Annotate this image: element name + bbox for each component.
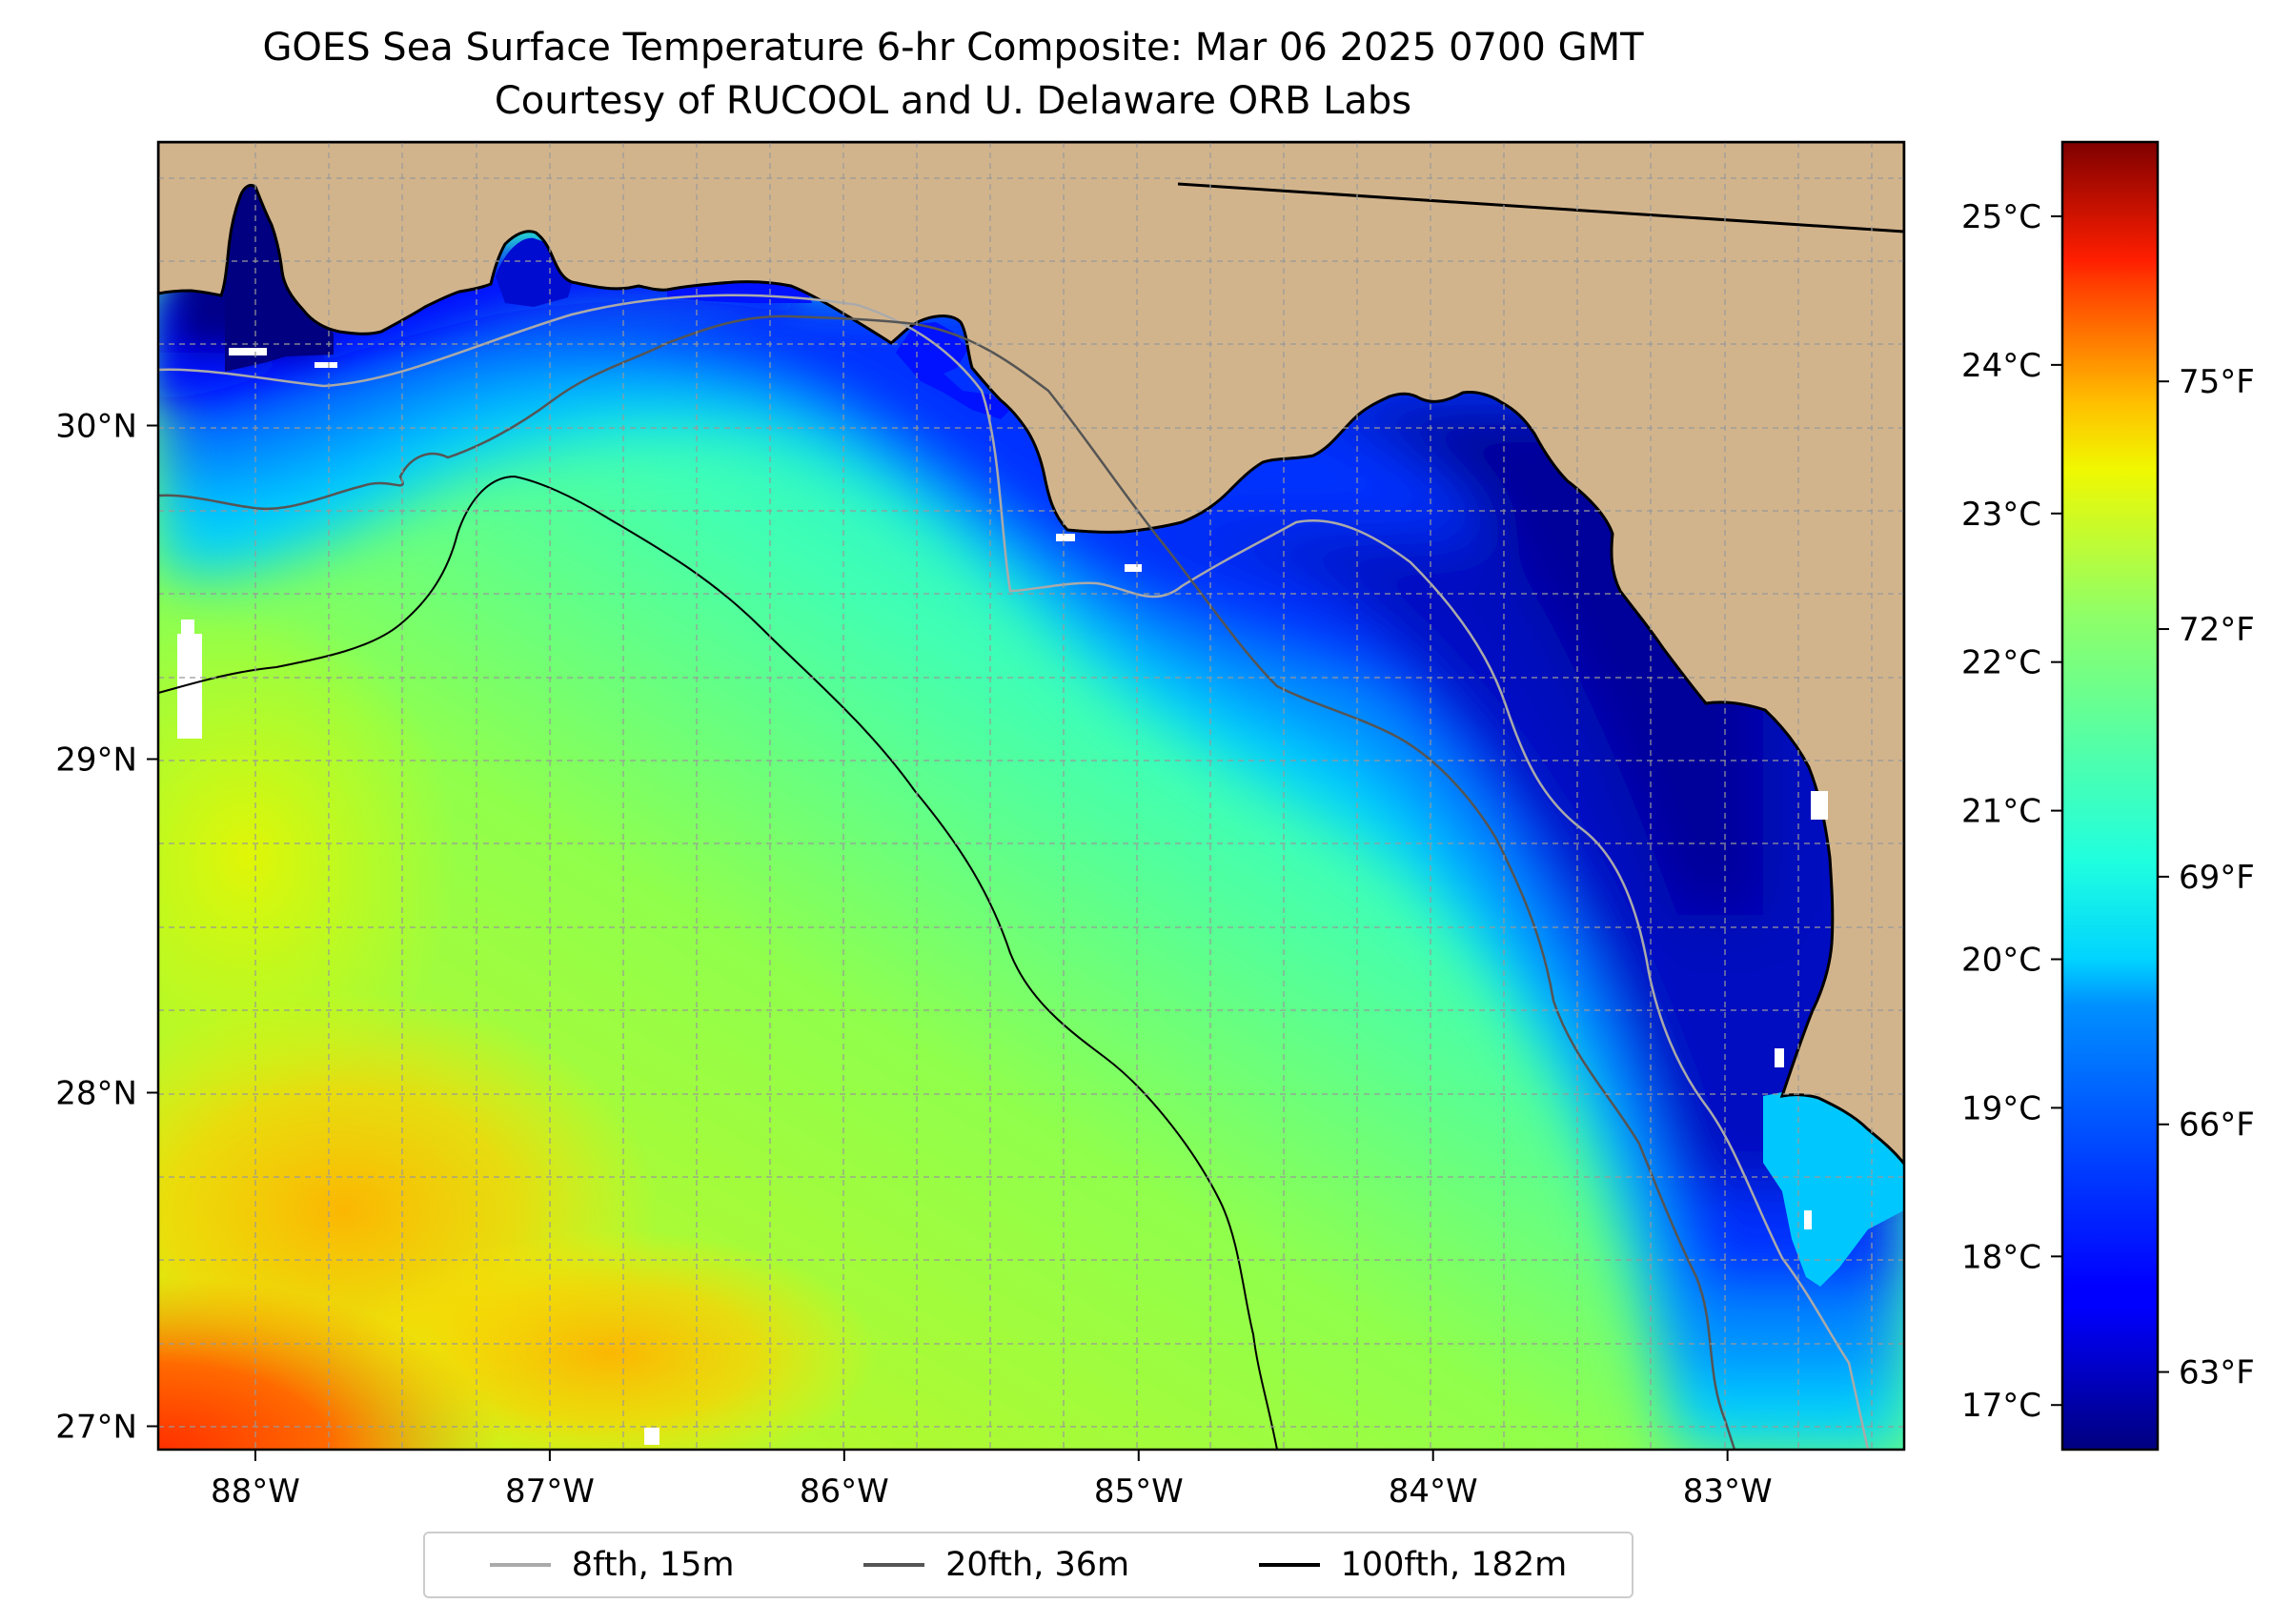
isobath-36m (158, 315, 1736, 1450)
fahrenheit-tick-label: 69°F (2179, 859, 2255, 897)
legend-label-8fth: 8fth, 15m (571, 1546, 735, 1584)
celsius-tick-label: 19°C (1961, 1089, 2041, 1127)
isobath-legend: 8fth, 15m 20fth, 36m 100fth, 182m (423, 1532, 1634, 1598)
latitude-axis: 30°N 29°N 28°N 27°N (55, 408, 158, 1447)
title-line-1: GOES Sea Surface Temperature 6-hr Compos… (262, 26, 1644, 70)
legend-line-8fth (489, 1563, 551, 1567)
celsius-tick-label: 18°C (1961, 1238, 2041, 1276)
legend-label-20fth: 20fth, 36m (945, 1546, 1130, 1584)
hot-corner (158, 1277, 501, 1450)
longitude-axis: 88°W 87°W 86°W 85°W 84°W 83°W (211, 1450, 1773, 1511)
legend-line-20fth (863, 1563, 925, 1567)
map-frame (156, 140, 1906, 1451)
coastal-speckles (177, 348, 1828, 1445)
legend-item-20fth: 20fth, 36m (863, 1546, 1129, 1584)
latitude-tick-label: 28°N (55, 1075, 137, 1113)
st-andrew-bay (896, 322, 1010, 419)
fahrenheit-tick-label: 75°F (2179, 363, 2255, 401)
longitude-tick-label: 84°W (1389, 1472, 1478, 1511)
isobath-15m (158, 294, 1870, 1450)
chart-title: GOES Sea Surface Temperature 6-hr Compos… (0, 21, 1906, 128)
longitude-tick-label: 86°W (800, 1472, 889, 1511)
fahrenheit-tick-label: 72°F (2179, 611, 2255, 649)
celsius-tick-label: 24°C (1961, 347, 2041, 385)
longitude-tick-label: 85°W (1094, 1472, 1184, 1511)
legend-item-8fth: 8fth, 15m (489, 1546, 735, 1584)
colorbar (2060, 140, 2160, 1451)
celsius-tick-label: 17°C (1961, 1387, 2041, 1425)
fahrenheit-tick-label: 66°F (2179, 1106, 2255, 1145)
legend-line-100fth (1258, 1563, 1320, 1567)
latitude-tick-label: 30°N (55, 408, 137, 446)
celsius-tick-label: 25°C (1961, 198, 2041, 236)
legend-label-100fth: 100fth, 182m (1340, 1546, 1568, 1584)
colorbar-celsius-axis: 17°C 18°C 19°C 20°C 21°C 22°C 23°C 24°C 25°C (1961, 198, 2062, 1425)
latitude-tick-label: 27°N (55, 1409, 137, 1447)
state-border (1177, 182, 1904, 233)
celsius-tick-label: 22°C (1961, 644, 2041, 682)
land (158, 142, 1904, 1167)
longitude-tick-label: 83°W (1683, 1472, 1773, 1511)
gridlines (158, 142, 1904, 1450)
latitude-tick-label: 29°N (55, 741, 137, 780)
colorbar-fahrenheit-axis: 63°F 66°F 69°F 72°F 75°F (2158, 363, 2255, 1392)
celsius-tick-label: 23°C (1961, 496, 2041, 534)
mobile-bay (225, 168, 334, 372)
map-area (158, 142, 1904, 1450)
yellow-water-region (158, 610, 457, 1106)
longitude-tick-label: 87°W (505, 1472, 595, 1511)
isobath-182m (158, 475, 1278, 1450)
celsius-tick-label: 20°C (1961, 942, 2041, 980)
legend-item-100fth: 100fth, 182m (1258, 1546, 1568, 1584)
longitude-tick-label: 88°W (211, 1472, 300, 1511)
celsius-tick-label: 21°C (1961, 793, 2041, 831)
fahrenheit-tick-label: 63°F (2179, 1354, 2255, 1392)
title-line-2: Courtesy of RUCOOL and U. Delaware ORB L… (494, 79, 1412, 123)
